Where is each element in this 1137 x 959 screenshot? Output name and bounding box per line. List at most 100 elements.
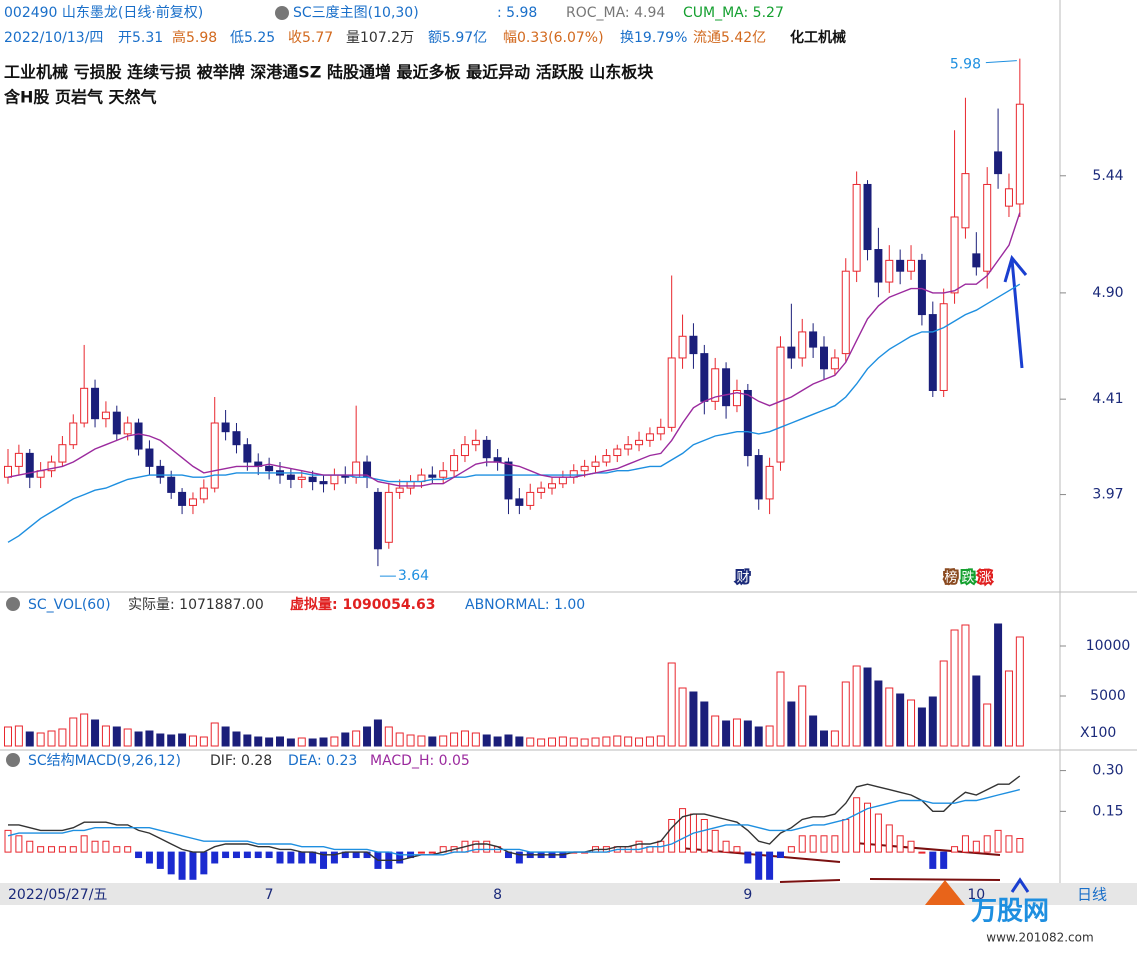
panel-stat: 实际量: 1071887.00	[128, 597, 264, 613]
candle-body	[330, 474, 339, 485]
volume-bar	[711, 715, 720, 747]
macd-bar	[4, 829, 12, 853]
candle-body	[602, 455, 611, 463]
volume-bar	[330, 736, 339, 747]
candle-body	[972, 253, 981, 268]
candle-body	[47, 461, 56, 472]
volume-bar	[352, 730, 361, 747]
macd-bar	[222, 851, 230, 859]
volume-bar	[297, 737, 306, 747]
macd-bar	[798, 835, 806, 853]
x-tick-label: 7	[265, 887, 274, 903]
candle-body	[112, 411, 121, 435]
volume-bar	[656, 735, 665, 747]
volume-bar	[732, 718, 741, 747]
volume-bar	[101, 725, 110, 747]
volume-bar	[80, 713, 89, 747]
macd-bar	[15, 835, 23, 853]
watermark-site: 万股网	[971, 897, 1049, 927]
macd-bar	[972, 840, 980, 853]
macd-bar	[853, 797, 861, 853]
watermark-url: www.201082.com	[986, 931, 1093, 945]
volume-bar	[36, 732, 45, 747]
macd-bar	[26, 840, 34, 853]
macd-bar	[1005, 835, 1013, 853]
frame	[0, 0, 1137, 885]
panel-stat: 虚拟量: 1090054.63	[290, 596, 435, 613]
volume-bar	[754, 726, 763, 747]
candle-body	[558, 476, 567, 485]
candle-body	[928, 314, 937, 391]
macd-bar	[918, 851, 926, 854]
macd-bar	[254, 851, 262, 859]
date-axis-band	[0, 883, 1137, 905]
macd-bar	[113, 846, 121, 853]
volume-bar	[265, 737, 274, 747]
candle-body	[232, 431, 241, 446]
volume-bar	[558, 736, 567, 747]
candle-body	[199, 487, 208, 500]
volume-bar	[178, 733, 187, 747]
volume-bar	[4, 726, 12, 747]
macd-bar	[156, 851, 164, 869]
candle-body	[939, 303, 948, 391]
candle-body	[580, 465, 589, 472]
macd-bar	[679, 808, 687, 853]
candle-body	[319, 481, 328, 485]
line	[7, 788, 1020, 856]
candle-body	[885, 259, 894, 283]
volume-bar	[765, 725, 774, 747]
volume-bar	[700, 701, 709, 747]
volume-bar	[199, 736, 208, 747]
line	[8, 775, 1021, 861]
volume-bar	[439, 735, 448, 747]
volume-bar	[667, 662, 676, 747]
volume-bar	[645, 736, 654, 747]
macd-bar	[428, 851, 436, 854]
macd-bar	[483, 840, 491, 853]
macd-bar	[635, 840, 643, 853]
candle-body	[286, 474, 295, 480]
candle-body	[645, 433, 654, 441]
icon	[275, 6, 289, 20]
candle-body	[700, 353, 709, 402]
macd-bar	[276, 851, 284, 864]
macd-bar	[135, 851, 143, 859]
candle-body	[428, 474, 437, 478]
candle-body	[983, 183, 992, 272]
candle-body	[907, 259, 916, 272]
candle-body	[123, 422, 132, 435]
volume-bar	[286, 738, 295, 747]
marker: 财	[736, 571, 749, 586]
volume-bar	[569, 737, 578, 747]
candle-body	[526, 491, 535, 506]
candle-body	[917, 259, 926, 316]
candle-body	[156, 465, 165, 478]
quote-item: 高5.98	[172, 29, 217, 46]
volume-bar	[830, 730, 839, 747]
volume-bar	[47, 730, 56, 747]
volume-bar	[874, 680, 883, 747]
macd-bar	[896, 835, 904, 853]
macd-bar	[265, 851, 273, 859]
macd-bar	[809, 835, 817, 853]
macd-bar	[287, 851, 295, 864]
quote-item: 2022/10/13/四	[4, 30, 103, 46]
macd-bar	[417, 851, 425, 854]
candle-body	[4, 465, 12, 478]
macd-bar	[744, 851, 752, 864]
volume-bar	[928, 696, 937, 747]
volume-bar	[276, 736, 284, 747]
volume-bar	[917, 707, 926, 747]
macd-bar	[722, 840, 730, 853]
candle-body	[743, 389, 752, 457]
candle-body	[395, 487, 404, 493]
tags: 含H股 页岩气 天然气	[4, 88, 157, 107]
volume-bar	[504, 734, 513, 747]
volume-bar	[123, 728, 132, 747]
macd-bar	[48, 846, 56, 853]
marker: 跌	[961, 570, 974, 586]
macd-bar	[940, 851, 948, 869]
volume-bar	[471, 732, 480, 747]
volume-bar	[950, 629, 959, 747]
